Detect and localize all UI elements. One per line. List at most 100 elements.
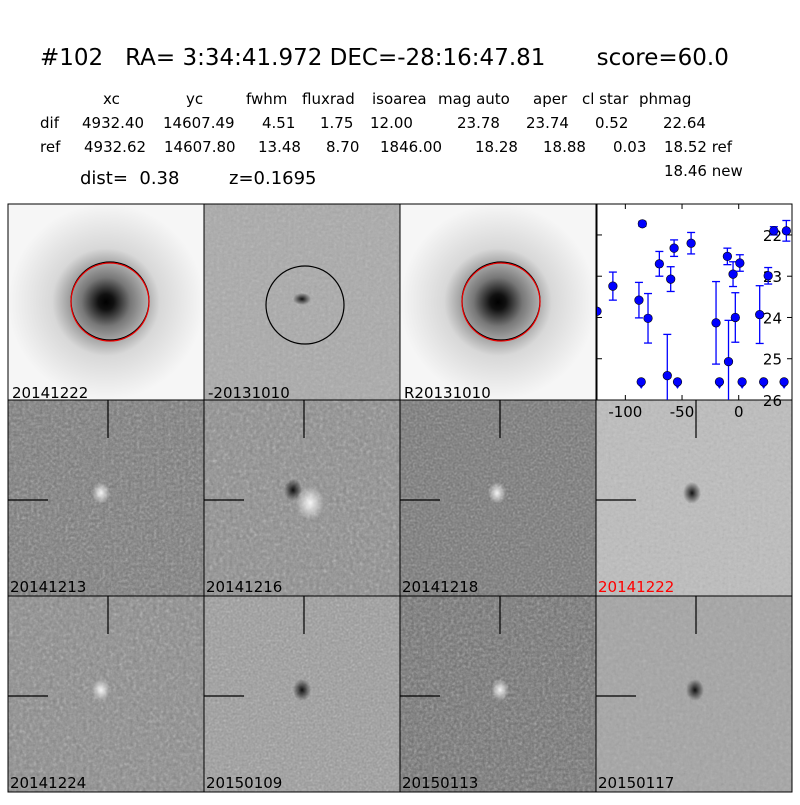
data-point bbox=[643, 292, 653, 344]
stamp-date-label: R20131010 bbox=[404, 384, 491, 402]
row-label: dif bbox=[40, 114, 60, 132]
data-point bbox=[666, 266, 676, 293]
data-point bbox=[711, 280, 721, 365]
data-point bbox=[730, 292, 740, 343]
data-point bbox=[763, 266, 773, 285]
aperture-circle bbox=[70, 262, 150, 342]
cell: 23.78 bbox=[457, 114, 500, 132]
row-label: ref bbox=[40, 138, 61, 156]
x-tick-label: -100 bbox=[608, 403, 642, 421]
difference-stamp bbox=[399, 399, 597, 597]
cell: 23.74 bbox=[526, 114, 569, 132]
cell: 1846.00 bbox=[380, 138, 442, 156]
data-point bbox=[722, 247, 732, 266]
data-point bbox=[634, 281, 644, 319]
stamp-date-label: -20131010 bbox=[208, 384, 290, 402]
difference-stamp bbox=[399, 595, 597, 793]
point-marker bbox=[608, 281, 618, 291]
data-point bbox=[728, 261, 738, 288]
point-marker bbox=[669, 243, 679, 253]
y-tick-label: 26 bbox=[763, 392, 782, 410]
stamp-date-label: 20141213 bbox=[10, 578, 86, 596]
point-marker bbox=[654, 259, 664, 269]
data-point bbox=[654, 250, 664, 277]
cell: 18.88 bbox=[543, 138, 586, 156]
col-header: fwhm bbox=[246, 90, 287, 108]
cell: 0.03 bbox=[613, 138, 646, 156]
data-point bbox=[637, 219, 647, 229]
col-header: phmag bbox=[639, 90, 691, 108]
light-curve-plot: -100-5002223242526 bbox=[596, 203, 793, 421]
stamp-date-label: 20150109 bbox=[206, 774, 282, 792]
cell: 4932.62 bbox=[84, 138, 146, 156]
point-marker bbox=[634, 295, 644, 305]
upper-limit bbox=[737, 377, 747, 389]
data-point bbox=[735, 254, 745, 272]
y-tick-label: 24 bbox=[763, 309, 782, 327]
point-marker bbox=[637, 219, 647, 229]
point-marker bbox=[722, 251, 732, 262]
col-header: mag auto bbox=[438, 90, 510, 108]
new-mag: 18.46 new bbox=[664, 162, 743, 180]
col-header: cl star bbox=[582, 90, 629, 108]
difference-stamp bbox=[595, 595, 793, 793]
stamp-date-label: 20150113 bbox=[402, 774, 478, 792]
stamp-ref bbox=[400, 204, 596, 400]
cell: 4.51 bbox=[262, 114, 295, 132]
difference-stamp bbox=[7, 595, 205, 793]
cell: 1.75 bbox=[320, 114, 353, 132]
point-marker bbox=[597, 306, 602, 316]
point-marker bbox=[728, 269, 738, 279]
stamp-date-label: 20141216 bbox=[206, 578, 282, 596]
data-point bbox=[769, 226, 779, 236]
data-point bbox=[781, 219, 791, 242]
difference-stamp bbox=[203, 595, 401, 793]
cell: 4932.40 bbox=[82, 114, 144, 132]
stamp-new bbox=[8, 204, 204, 400]
data-point bbox=[755, 285, 765, 345]
redshift-value: z=0.1695 bbox=[229, 168, 317, 189]
data-point bbox=[723, 319, 734, 400]
x-tick-label: 0 bbox=[734, 403, 744, 421]
point-marker bbox=[735, 258, 745, 268]
stamp-date-label: 20150117 bbox=[598, 774, 674, 792]
cell: 14607.49 bbox=[163, 114, 235, 132]
point-marker bbox=[763, 271, 773, 281]
stamp-diff-ref bbox=[204, 204, 400, 400]
data-point bbox=[597, 306, 602, 316]
aperture-circle bbox=[265, 265, 345, 345]
point-marker bbox=[723, 357, 734, 367]
upper-limit bbox=[714, 377, 725, 389]
cell: 12.00 bbox=[370, 114, 413, 132]
aperture-circle bbox=[461, 262, 541, 342]
data-point bbox=[669, 239, 679, 258]
point-marker bbox=[781, 226, 791, 236]
difference-stamp bbox=[7, 399, 205, 597]
cell: 14607.80 bbox=[164, 138, 236, 156]
point-marker bbox=[662, 371, 672, 381]
col-header: aper bbox=[533, 90, 568, 108]
stamp-date-label: 20141224 bbox=[10, 774, 86, 792]
stats-table: xc yc fwhm fluxrad isoarea mag auto aper… bbox=[40, 90, 743, 189]
col-header: isoarea bbox=[372, 90, 427, 108]
candidate-title: #102 RA= 3:34:41.972 DEC=-28:16:47.81 sc… bbox=[40, 45, 729, 71]
cell: 13.48 bbox=[258, 138, 301, 156]
difference-stamp bbox=[203, 399, 401, 597]
col-header: fluxrad bbox=[302, 90, 355, 108]
cell: 18.28 bbox=[475, 138, 518, 156]
point-marker bbox=[643, 313, 653, 323]
data-point bbox=[608, 271, 618, 301]
cell: 8.70 bbox=[326, 138, 359, 156]
upper-limit bbox=[779, 377, 789, 389]
stamp-date-label: 20141222 bbox=[598, 578, 674, 596]
col-header: yc bbox=[186, 90, 203, 108]
x-tick-label: -50 bbox=[670, 403, 695, 421]
col-header: xc bbox=[103, 90, 120, 108]
cell: 0.52 bbox=[595, 114, 628, 132]
point-marker bbox=[686, 238, 696, 248]
cell: 22.64 bbox=[663, 114, 706, 132]
difference-stamp bbox=[595, 399, 793, 597]
point-marker bbox=[711, 318, 721, 328]
point-marker bbox=[769, 226, 779, 236]
